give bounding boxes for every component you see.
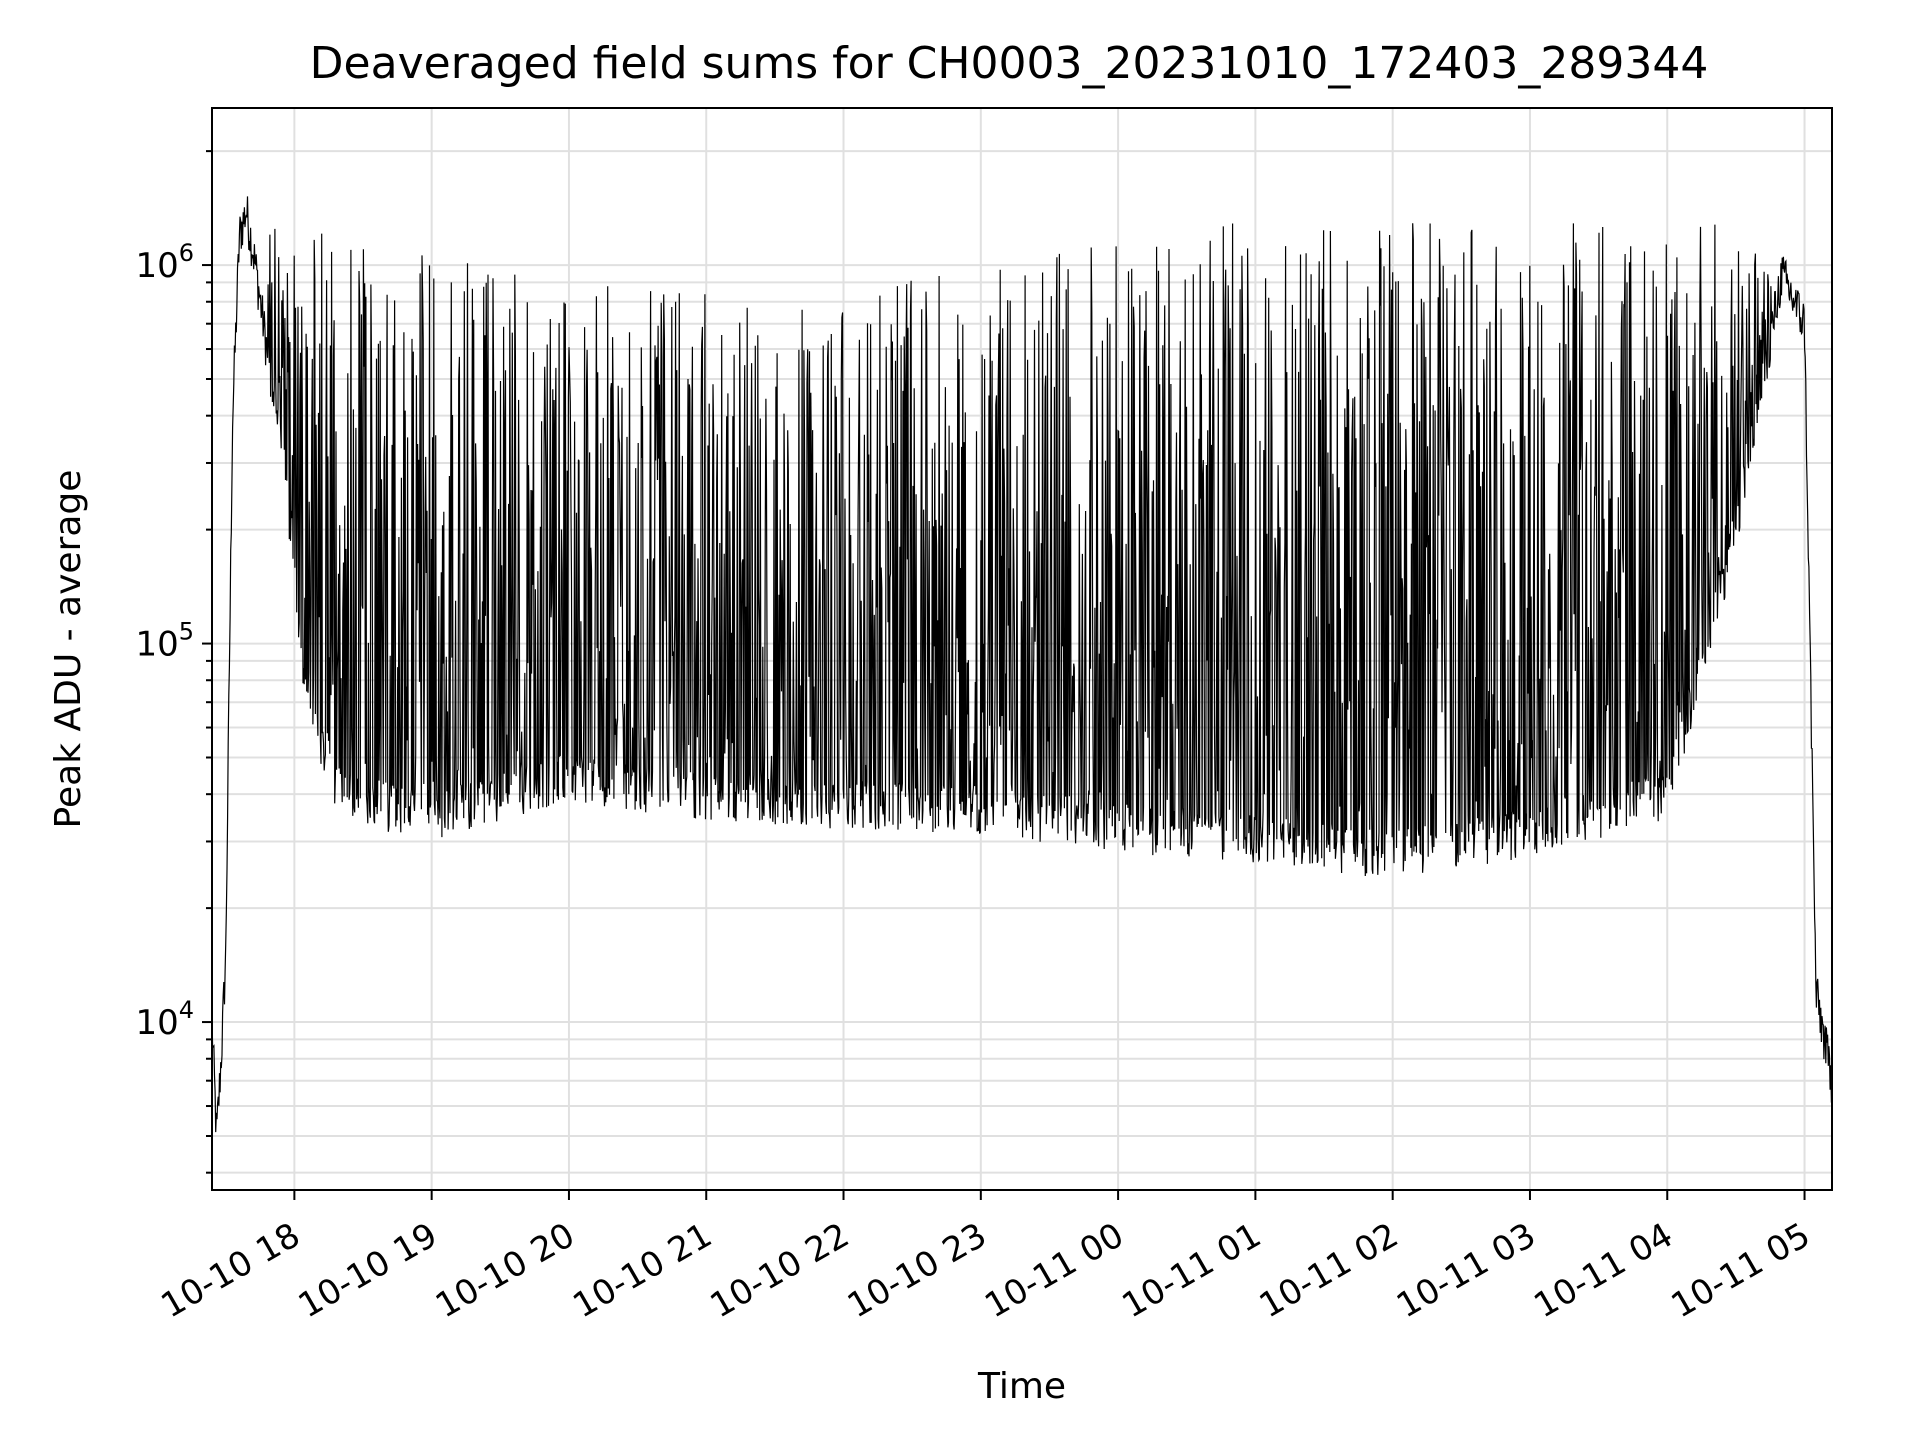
chart-title: Deaveraged field sums for CH0003_2023101… — [310, 38, 1709, 89]
series-line — [211, 196, 1833, 1133]
y-tick-label: 105 — [135, 618, 194, 665]
x-axis-label: Time — [977, 1366, 1066, 1407]
plot-area — [211, 196, 1833, 1133]
y-axis-label: Peak ADU - average — [48, 470, 89, 829]
y-tick-label: 106 — [135, 239, 194, 286]
y-axis: 104 105 106 — [135, 150, 212, 1174]
y-tick-label: 104 — [135, 996, 194, 1043]
plot-frame — [211, 107, 1833, 1191]
